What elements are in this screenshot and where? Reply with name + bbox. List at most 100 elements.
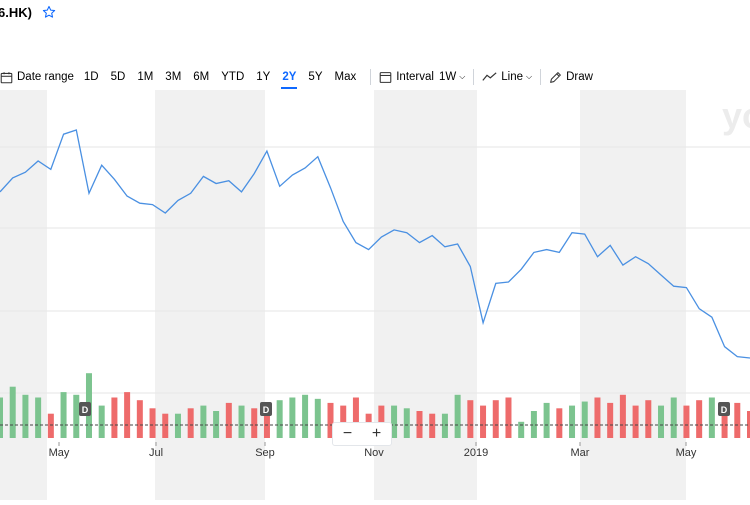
- interval-dropdown[interactable]: Interval 1W ⌵: [379, 71, 465, 84]
- volume-bar: [22, 394, 29, 438]
- volume-bar: [0, 397, 3, 438]
- volume-bar: [530, 411, 537, 438]
- volume-bar: [581, 401, 588, 438]
- volume-bar: [429, 413, 436, 438]
- volume-bar: [60, 392, 67, 438]
- volume-bar: [467, 400, 474, 438]
- chart-type-dropdown[interactable]: Line ⌵: [482, 71, 532, 83]
- volume-bar: [149, 408, 156, 438]
- yahoo-watermark: yo: [722, 95, 750, 136]
- range-2y[interactable]: 2Y: [276, 71, 302, 89]
- volume-bar: [721, 402, 728, 438]
- toolbar-divider: [370, 69, 372, 85]
- volume-bar: [670, 397, 677, 438]
- range-1m[interactable]: 1M: [137, 71, 154, 83]
- volume-bar: [441, 413, 448, 438]
- x-tick-label: Sep: [255, 447, 275, 459]
- chevron-down-icon: ⌵: [459, 72, 466, 81]
- period-shade: [155, 90, 265, 500]
- dividend-marker[interactable]: D: [718, 402, 730, 416]
- range-max[interactable]: Max: [334, 71, 357, 83]
- zoom-out-button[interactable]: −: [342, 425, 353, 442]
- volume-bar: [111, 397, 118, 438]
- line-chart-icon: [482, 72, 497, 81]
- volume-bar: [543, 402, 550, 438]
- volume-bar: [276, 400, 283, 438]
- x-tick-label: May: [676, 447, 697, 459]
- x-tick-label: Jul: [149, 447, 163, 459]
- period-shade: [0, 90, 47, 500]
- price-line: [0, 129, 750, 359]
- volume-bar: [594, 397, 601, 438]
- pencil-icon: [550, 71, 562, 83]
- volume-bar: [607, 402, 614, 438]
- chart-toolbar: Date range 1D 5D 1M 3M 6M YTD 1Y 2Y 5Y M…: [0, 64, 750, 90]
- volume-bar: [683, 405, 690, 438]
- range-6m[interactable]: 6M: [193, 71, 210, 83]
- date-range-button[interactable]: Date range: [0, 71, 74, 84]
- volume-bar: [289, 397, 296, 438]
- svg-text:D: D: [263, 405, 270, 415]
- range-5d[interactable]: 5D: [110, 71, 126, 83]
- x-tick-label: 2019: [464, 447, 488, 459]
- x-tick-label: May: [49, 447, 70, 459]
- date-range-label: Date range: [17, 71, 74, 83]
- chart-type-label: Line: [501, 71, 524, 83]
- volume-bar: [696, 400, 703, 438]
- volume-bar: [352, 397, 359, 438]
- volume-bar: [302, 394, 309, 438]
- volume-bar: [391, 405, 398, 438]
- volume-bar: [518, 421, 525, 438]
- volume-bar: [187, 408, 194, 438]
- x-tick-label: Mar: [571, 447, 590, 459]
- volume-bar: [47, 413, 54, 438]
- ticker-symbol: 6.HK): [0, 4, 32, 20]
- volume-bar: [225, 402, 232, 438]
- volume-bar: [9, 386, 16, 438]
- volume-bar: [708, 397, 715, 438]
- volume-bar: [632, 405, 639, 438]
- dividend-marker[interactable]: D: [79, 402, 91, 416]
- volume-bar: [403, 408, 410, 438]
- volume-bar: [73, 394, 80, 438]
- chevron-down-icon: ⌵: [526, 72, 533, 81]
- range-5y[interactable]: 5Y: [308, 71, 323, 83]
- volume-bar: [480, 405, 487, 438]
- volume-bar: [378, 405, 385, 438]
- volume-bar: [35, 397, 42, 438]
- volume-bar: [98, 405, 105, 438]
- range-1y[interactable]: 1Y: [256, 71, 271, 83]
- volume-bar: [619, 394, 626, 438]
- period-shade: [580, 90, 686, 500]
- volume-bar: [658, 405, 665, 438]
- volume-bar: [327, 402, 334, 438]
- range-3m[interactable]: 3M: [165, 71, 182, 83]
- zoom-controls: − +: [332, 422, 392, 446]
- volume-bar: [569, 405, 576, 438]
- toolbar-divider: [540, 69, 542, 85]
- volume-bar: [505, 397, 512, 438]
- volume-bar: [200, 405, 207, 438]
- volume-bar: [136, 400, 143, 438]
- volume-bar: [416, 411, 423, 438]
- volume-bar: [556, 408, 563, 438]
- zoom-in-button[interactable]: +: [371, 425, 382, 442]
- volume-bar: [174, 413, 181, 438]
- volume-bar: [251, 408, 258, 438]
- volume-bar: [340, 405, 347, 438]
- range-ytd[interactable]: YTD: [221, 71, 245, 83]
- range-1d[interactable]: 1D: [83, 71, 99, 83]
- price-chart[interactable]: yo D D D May Jul Sep Nov 2019 Mar May: [0, 90, 750, 500]
- toolbar-divider: [473, 69, 475, 85]
- svg-text:D: D: [82, 405, 89, 415]
- svg-text:D: D: [721, 405, 728, 415]
- volume-bar: [454, 394, 461, 438]
- volume-bar: [747, 411, 750, 438]
- volume-bar: [238, 405, 245, 438]
- chart-area[interactable]: yo D D D May Jul Sep Nov 2019 Mar May: [0, 90, 750, 500]
- interval-label: Interval: [396, 71, 434, 83]
- x-tick-label: Nov: [364, 447, 384, 459]
- dividend-marker[interactable]: D: [260, 402, 272, 416]
- draw-button[interactable]: Draw: [549, 71, 593, 84]
- star-icon[interactable]: [42, 5, 56, 19]
